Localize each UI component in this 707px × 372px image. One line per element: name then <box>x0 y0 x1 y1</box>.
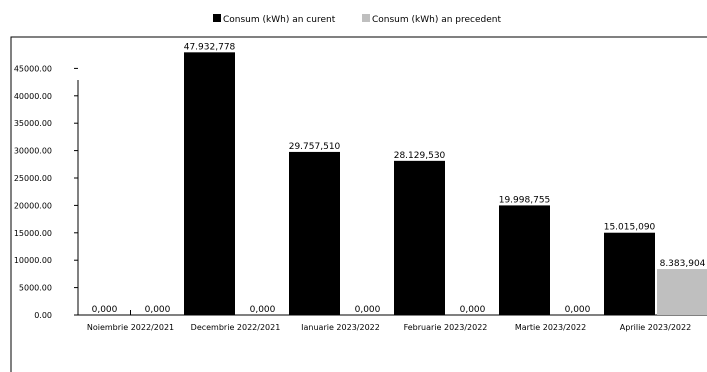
legend-label-current: Consum (kWh) an curent <box>223 15 336 25</box>
data-label: 0,000 <box>145 305 171 315</box>
data-label: 0,000 <box>565 305 591 315</box>
x-tick-label: Noiembrie 2022/2021 <box>87 323 174 332</box>
data-label: 0,000 <box>460 305 486 315</box>
bar <box>604 232 655 315</box>
data-label: 47.932,778 <box>184 42 236 52</box>
y-tick-label: 5000.00 <box>19 284 52 293</box>
y-tick-label: 25000.00 <box>14 174 52 183</box>
x-tick-label: Aprilie 2023/2022 <box>620 323 691 332</box>
y-tick-label: 30000.00 <box>14 147 52 156</box>
data-label: 15.015,090 <box>604 223 656 233</box>
x-tick-label: Februarie 2023/2022 <box>404 323 488 332</box>
legend-swatch-current <box>213 14 221 22</box>
bar <box>184 52 235 316</box>
x-tick-label: Martie 2023/2022 <box>515 323 586 332</box>
x-tick-label: Decembrie 2022/2021 <box>191 323 281 332</box>
x-tick-label: Ianuarie 2023/2022 <box>301 323 380 332</box>
axes: 0.00 5000.00 10000.00 15000.00 20000.00 25000… <box>14 64 707 332</box>
bar <box>499 205 550 315</box>
data-label: 0,000 <box>355 305 381 315</box>
y-tick-label: 40000.00 <box>14 92 52 101</box>
data-label: 19.998,755 <box>499 195 551 205</box>
data-label: 28.129,530 <box>394 151 446 161</box>
y-tick-label: 15000.00 <box>14 229 52 238</box>
bar <box>289 151 340 315</box>
legend-label-previous: Consum (kWh) an precedent <box>372 15 501 25</box>
y-tick-label: 35000.00 <box>14 119 52 128</box>
y-tick-label: 20000.00 <box>14 201 52 210</box>
plot-frame <box>10 36 707 372</box>
data-label: 29.757,510 <box>289 142 341 152</box>
bar <box>657 269 707 315</box>
legend: Consum (kWh) an curent Consum (kWh) an p… <box>213 14 501 25</box>
bar <box>394 160 445 315</box>
y-tick-label: 0.00 <box>34 311 52 320</box>
y-tick-label: 45000.00 <box>14 64 52 73</box>
data-label: 0,000 <box>250 305 276 315</box>
data-labels: 0,000 0,000 47.932,778 0,000 29.757,510 0,000… <box>92 42 706 315</box>
legend-swatch-previous <box>362 14 370 22</box>
data-label: 8.383,904 <box>660 259 706 269</box>
data-label: 0,000 <box>92 305 118 315</box>
y-tick-label: 10000.00 <box>14 256 52 265</box>
bars <box>184 52 707 316</box>
